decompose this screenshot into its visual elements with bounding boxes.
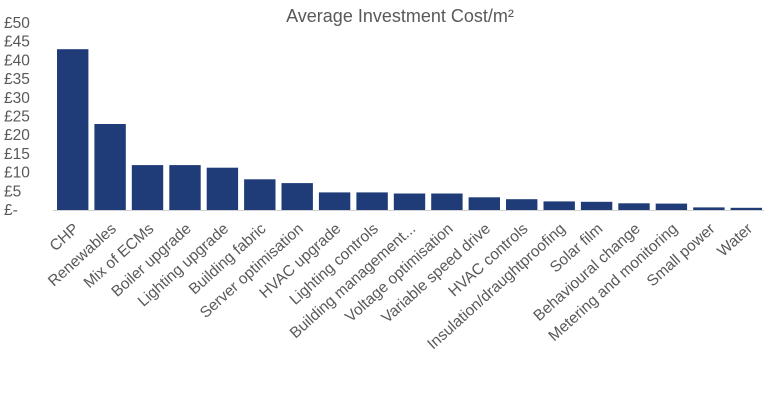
bar — [57, 49, 89, 211]
bar — [131, 165, 164, 210]
bar — [468, 197, 500, 210]
y-tick-label: £45 — [4, 34, 30, 51]
x-tick-label: Water — [714, 220, 756, 260]
y-tick-label: £25 — [4, 109, 30, 126]
y-tick-label: £35 — [4, 71, 30, 88]
y-tick-label: £10 — [4, 165, 30, 182]
bar — [618, 203, 650, 210]
y-tick-label: £20 — [4, 127, 30, 144]
bar — [94, 124, 126, 210]
bar — [244, 179, 276, 210]
y-tick-label: £15 — [4, 146, 30, 163]
y-tick-label: £5 — [4, 183, 21, 200]
bar — [543, 201, 575, 210]
bar — [393, 193, 426, 210]
bar — [318, 192, 351, 210]
bars-group — [57, 49, 762, 211]
bar — [693, 207, 725, 210]
y-axis-ticks: £- £5£10 £15 £20£25 £30 £35 £40£45 £50 — [4, 15, 30, 219]
bar — [730, 207, 762, 210]
y-tick-label: £50 — [4, 15, 30, 32]
chart-title: Average Investment Cost/m² — [286, 6, 514, 26]
bar — [169, 165, 201, 210]
bar — [431, 193, 463, 210]
bar — [580, 201, 613, 210]
bar — [506, 199, 538, 210]
y-tick-label: £40 — [4, 52, 30, 69]
bar — [206, 167, 239, 210]
bar — [655, 203, 688, 210]
bar — [356, 192, 388, 210]
y-tick-label: £30 — [4, 90, 30, 107]
bar — [281, 183, 313, 210]
y-tick-label: £- — [4, 202, 18, 219]
